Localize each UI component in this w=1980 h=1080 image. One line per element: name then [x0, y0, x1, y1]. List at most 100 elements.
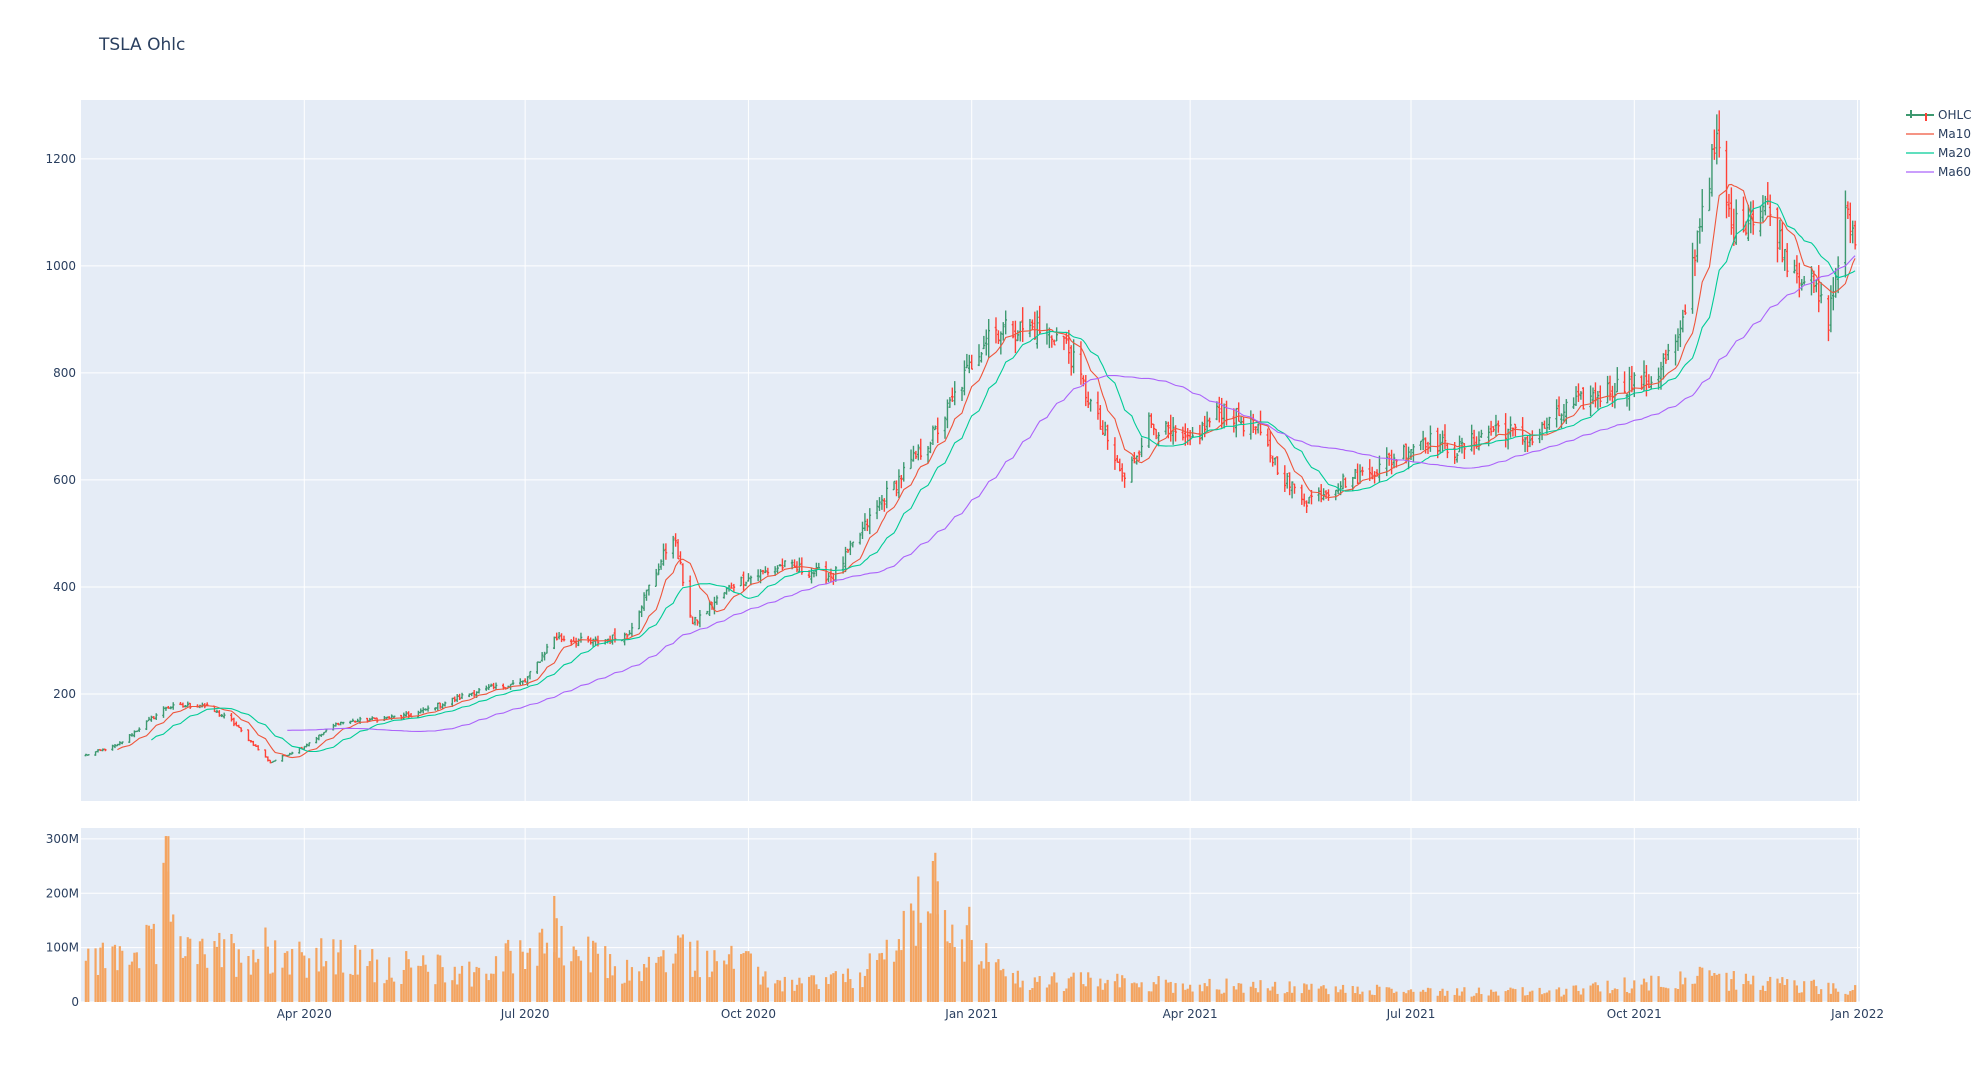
- volume-bar: [1011, 972, 1015, 1002]
- volume-bar: [1135, 983, 1138, 1002]
- volume-bar: [536, 965, 539, 1002]
- ohlc-bar: [84, 753, 88, 757]
- volume-bar: [456, 984, 459, 1002]
- ma10-line: [117, 183, 1856, 759]
- ohlc-bar: [164, 706, 168, 711]
- volume-bar: [453, 966, 456, 1002]
- volume-bar: [1540, 994, 1544, 1002]
- price-plot-area: [81, 100, 1860, 801]
- volume-bar: [1208, 978, 1211, 1002]
- legend[interactable]: OHLC Ma10 Ma20 Ma60: [1906, 108, 1972, 179]
- volume-bar: [759, 984, 762, 1002]
- volume-bar: [1395, 991, 1398, 1002]
- volume-bar: [196, 964, 199, 1002]
- ohlc-bar: [900, 474, 903, 489]
- volume-bar: [744, 951, 748, 1002]
- ohlc-bar: [773, 566, 777, 576]
- ohlc-bar: [1419, 440, 1423, 451]
- ohlc-bar: [1378, 455, 1381, 483]
- ohlc-bar: [118, 741, 122, 746]
- ohlc-bar: [494, 682, 498, 690]
- volume-bar: [1679, 971, 1682, 1002]
- volume-bar: [948, 943, 951, 1002]
- ohlc-bar: [521, 680, 525, 685]
- ohlc-bar: [455, 694, 459, 703]
- volume-bar: [113, 944, 117, 1002]
- volume-bar: [1647, 990, 1650, 1002]
- ohlc-bar: [1659, 361, 1663, 390]
- ohlc-bar: [1853, 220, 1857, 250]
- volume-bar: [181, 957, 185, 1002]
- volume-bar: [1642, 978, 1646, 1002]
- legend-item-ohlc[interactable]: OHLC: [1906, 108, 1972, 122]
- volume-bar: [829, 974, 833, 1002]
- ohlc-bar: [1055, 327, 1058, 342]
- ohlc-bar: [671, 535, 675, 559]
- volume-bar: [892, 961, 896, 1002]
- volume-bar: [1815, 986, 1818, 1002]
- ohlc-bar: [370, 716, 374, 720]
- volume-bar: [1242, 992, 1245, 1002]
- ohlc-bar: [351, 718, 355, 722]
- volume-tick-label: 300M: [46, 832, 79, 846]
- legend-item-ma60[interactable]: Ma60: [1906, 165, 1971, 179]
- volume-bar: [417, 965, 420, 1002]
- volume-bar: [1589, 985, 1592, 1002]
- volume-bar: [1235, 989, 1238, 1002]
- ohlc-bar: [1727, 193, 1731, 217]
- ohlc-bar: [657, 563, 660, 576]
- volume-bar: [1422, 989, 1425, 1002]
- ohlc-bar: [589, 637, 592, 645]
- volume-bar: [1696, 975, 1699, 1002]
- volume-bar: [1155, 984, 1158, 1002]
- volume-bar: [798, 977, 801, 1002]
- volume-bar: [1096, 986, 1100, 1002]
- volume-bar: [315, 947, 318, 1002]
- volume-bar: [880, 952, 884, 1002]
- volume-bar: [1701, 967, 1704, 1002]
- volume-bar: [917, 876, 920, 1002]
- volume-bar: [1426, 987, 1430, 1002]
- ohlc-bar: [489, 683, 493, 687]
- volume-bar: [94, 948, 97, 1002]
- ohlc-bar: [1589, 385, 1592, 417]
- ohlc-bar: [128, 734, 131, 743]
- ohlc-bar: [1630, 365, 1634, 393]
- ma60-line: [287, 255, 1856, 732]
- volume-bar: [1014, 983, 1017, 1002]
- volume-bar: [657, 956, 660, 1002]
- volume-bar: [1453, 994, 1456, 1002]
- volume-bar: [630, 967, 634, 1002]
- volume-bar: [101, 942, 104, 1002]
- ohlc-bar: [1103, 421, 1107, 436]
- volume-bar: [1776, 978, 1779, 1002]
- volume-bar: [1725, 972, 1728, 1002]
- volume-bar: [912, 910, 915, 1002]
- legend-item-ma20[interactable]: Ma20: [1906, 146, 1971, 160]
- volume-bar: [218, 932, 221, 1002]
- ohlc-bar: [1290, 481, 1294, 499]
- ohlc-bar: [970, 354, 974, 370]
- volume-bar: [371, 949, 374, 1002]
- ohlc-bar: [980, 351, 983, 363]
- ohlc-bar: [101, 748, 105, 752]
- volume-bar: [135, 952, 138, 1002]
- ohlc-bar: [1768, 194, 1772, 227]
- volume-bar: [162, 862, 165, 1002]
- ohlc-bar: [1836, 256, 1840, 294]
- volume-bar: [121, 950, 124, 1002]
- volume-bar: [1038, 976, 1041, 1002]
- legend-item-ma10[interactable]: Ma10: [1906, 127, 1971, 141]
- volume-bar: [1443, 995, 1447, 1002]
- ohlc-bar: [171, 702, 175, 710]
- ohlc-bar: [1234, 407, 1238, 438]
- ohlc-bar: [1802, 275, 1806, 285]
- ohlc-bar: [266, 756, 270, 762]
- volume-bar: [1579, 994, 1582, 1002]
- volume-bar: [1116, 973, 1119, 1002]
- volume-bar: [269, 973, 272, 1002]
- volume-bar: [426, 971, 430, 1002]
- volume-bar: [1354, 993, 1357, 1002]
- volume-bar: [1016, 970, 1019, 1002]
- volume-bar: [1310, 983, 1313, 1002]
